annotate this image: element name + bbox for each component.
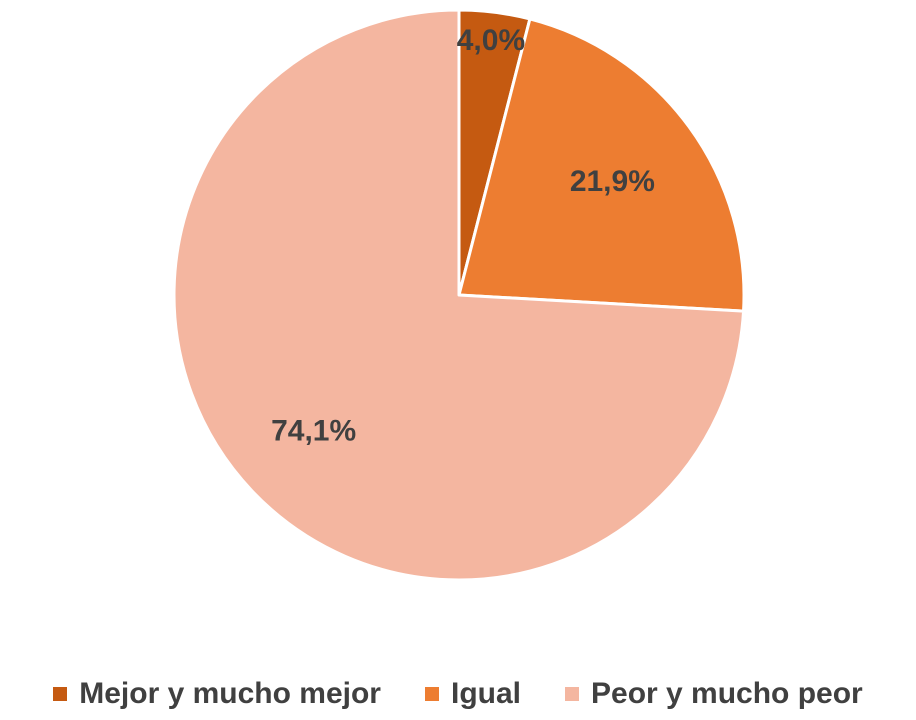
legend-label-igual: Igual: [450, 677, 521, 710]
pie-chart: 4,0% 21,9% 74,1%: [172, 8, 746, 582]
pie-slice-peor: [172, 8, 746, 582]
data-label-igual: 21,9%: [570, 165, 655, 198]
legend-label-mejor: Mejor y mucho mejor: [79, 677, 381, 710]
data-label-mejor: 4,0%: [457, 24, 525, 57]
pie-slice-igual: [457, 17, 746, 313]
legend-swatch-mejor: [53, 687, 68, 701]
legend: Mejor y mucho mejor Igual Peor y mucho p…: [0, 672, 916, 716]
legend-swatch-peor: [565, 687, 579, 701]
legend-item-peor: Peor y mucho peor: [565, 677, 863, 711]
legend-item-mejor: Mejor y mucho mejor: [53, 677, 381, 711]
pie-labels: 4,0% 21,9% 74,1%: [271, 24, 655, 447]
data-label-peor: 74,1%: [271, 414, 356, 447]
legend-swatch-igual: [424, 687, 439, 701]
pie-slices: [172, 8, 746, 582]
legend-label-peor: Peor y mucho peor: [591, 677, 863, 710]
legend-item-igual: Igual: [424, 677, 521, 711]
